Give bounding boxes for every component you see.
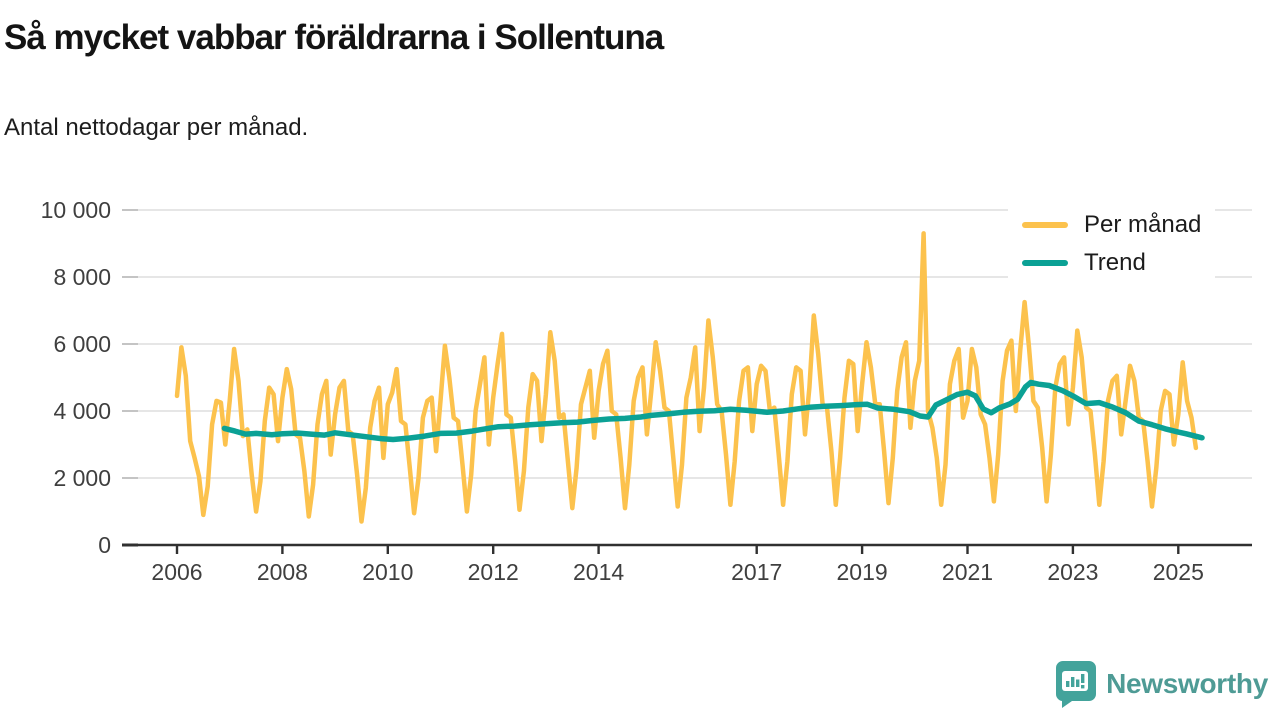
svg-text:2017: 2017: [731, 559, 782, 585]
legend-label-per-manad: Per månad: [1084, 211, 1202, 238]
legend: Per månad Trend: [1008, 203, 1216, 287]
svg-text:2008: 2008: [257, 559, 308, 585]
newsworthy-branding: Newsworthy: [1053, 660, 1268, 708]
per-manad-line-swatch: [1022, 222, 1068, 228]
svg-text:2014: 2014: [573, 559, 624, 585]
legend-label-trend: Trend: [1084, 249, 1146, 276]
svg-text:2012: 2012: [468, 559, 519, 585]
svg-text:0: 0: [98, 532, 111, 558]
svg-text:2021: 2021: [942, 559, 993, 585]
svg-text:8 000: 8 000: [53, 264, 111, 290]
chart-subtitle: Antal nettodagar per månad.: [4, 114, 309, 141]
newsworthy-logo-icon: [1056, 661, 1097, 708]
trend-line-swatch: [1022, 260, 1068, 266]
svg-text:4 000: 4 000: [53, 398, 111, 424]
svg-text:6 000: 6 000: [53, 331, 111, 357]
svg-text:2010: 2010: [362, 559, 413, 585]
svg-text:10 000: 10 000: [41, 197, 111, 223]
newsworthy-wordmark: Newsworthy: [1106, 668, 1268, 699]
legend-item-trend: Trend: [1022, 249, 1201, 277]
svg-text:2023: 2023: [1047, 559, 1098, 585]
svg-text:2025: 2025: [1153, 559, 1204, 585]
svg-text:2006: 2006: [151, 559, 202, 585]
svg-text:2 000: 2 000: [53, 465, 111, 491]
page-title: Så mycket vabbar föräldrarna i Sollentun…: [4, 18, 664, 57]
svg-text:2019: 2019: [837, 559, 888, 585]
legend-item-per-manad: Per månad: [1022, 211, 1201, 239]
